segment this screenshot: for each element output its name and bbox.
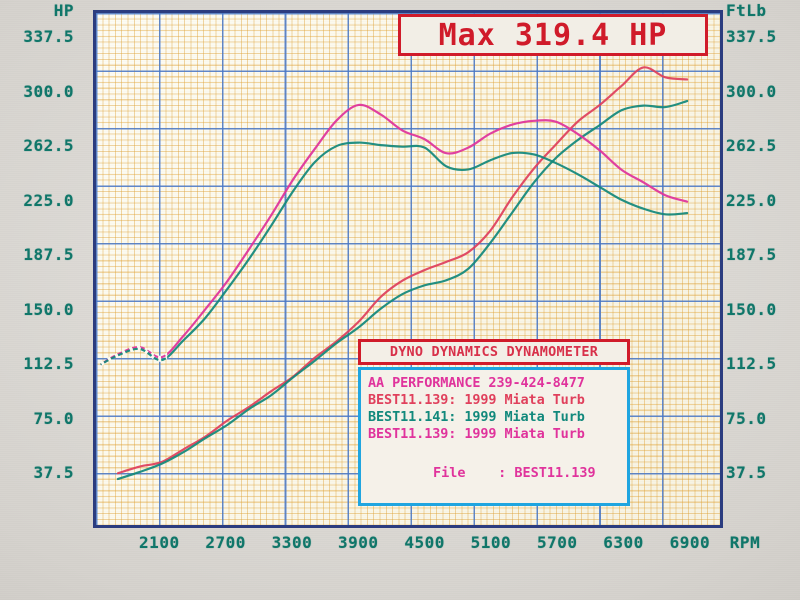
legend-file-row: File : BEST11.139	[368, 449, 620, 497]
y-axis-right-tick: 112.5	[726, 354, 777, 374]
legend-run-1: BEST11.139: 1999 Miata Turb	[368, 392, 585, 408]
legend-run-2: BEST11.141: 1999 Miata Turb	[368, 409, 585, 425]
x-axis-tick: 3300	[271, 533, 313, 552]
x-axis-tick: 5100	[470, 533, 512, 552]
legend-file-sep: :	[498, 465, 507, 481]
legend-shop: AA PERFORMANCE 239-424-8477	[368, 375, 585, 391]
x-axis-tick: 6300	[603, 533, 644, 552]
legend-file-label: File	[433, 465, 466, 481]
series-dash-mask	[100, 345, 168, 366]
y-axis-left-tick: 37.5	[33, 463, 74, 483]
legend-header: DYNO DYNAMICS DYNAMOMETER	[358, 339, 630, 365]
y-axis-left-tick: 150.0	[23, 299, 74, 319]
x-axis-tick: 4500	[404, 533, 445, 552]
y-axis-left-title: HP	[53, 1, 74, 20]
legend-file-value: BEST11.139	[514, 465, 596, 481]
y-axis-right-tick: 300.0	[726, 81, 777, 101]
y-axis-left-tick: 300.0	[23, 81, 74, 101]
series-line	[116, 66, 689, 475]
y-axis-left-tick: 337.5	[23, 27, 74, 47]
y-axis-right-title: FtLb	[726, 1, 767, 20]
max-hp-text: Max 319.4 HP	[438, 17, 668, 53]
x-axis-tick: 2700	[205, 533, 246, 552]
series-dash-mask	[100, 347, 168, 366]
y-axis-right-tick: 337.5	[726, 27, 777, 47]
series-line	[116, 99, 689, 481]
series-line	[100, 141, 689, 366]
x-axis-tick: 6900	[669, 533, 711, 552]
y-axis-right-tick: 262.5	[726, 136, 777, 156]
y-axis-right-tick: 75.0	[726, 408, 767, 428]
x-axis-tick: 5700	[536, 533, 578, 552]
legend-body: AA PERFORMANCE 239-424-8477 BEST11.139: …	[358, 367, 630, 506]
y-axis-left-tick: 225.0	[23, 190, 74, 210]
y-axis-left-tick: 262.5	[23, 136, 74, 156]
x-axis-tick: 3900	[337, 533, 379, 552]
y-axis-right-tick: 187.5	[726, 245, 777, 265]
y-axis-left-tick: 187.5	[23, 245, 74, 265]
legend-run-3: BEST11.139: 1999 Miata Turb	[368, 426, 585, 442]
y-axis-right-tick: 37.5	[726, 463, 767, 483]
legend-panel: DYNO DYNAMICS DYNAMOMETER AA PERFORMANCE…	[358, 339, 630, 506]
max-hp-banner: Max 319.4 HP	[398, 14, 708, 56]
series-line	[100, 103, 689, 366]
x-axis-tick: 2100	[139, 533, 180, 552]
x-axis-title: RPM	[729, 533, 761, 552]
curves-layer	[100, 66, 689, 481]
y-axis-right-tick: 150.0	[726, 299, 777, 319]
y-axis-left-tick: 112.5	[23, 354, 74, 374]
y-axis-left-tick: 75.0	[33, 408, 74, 428]
y-axis-right-tick: 225.0	[726, 190, 777, 210]
legend-title: DYNO DYNAMICS DYNAMOMETER	[389, 344, 599, 360]
